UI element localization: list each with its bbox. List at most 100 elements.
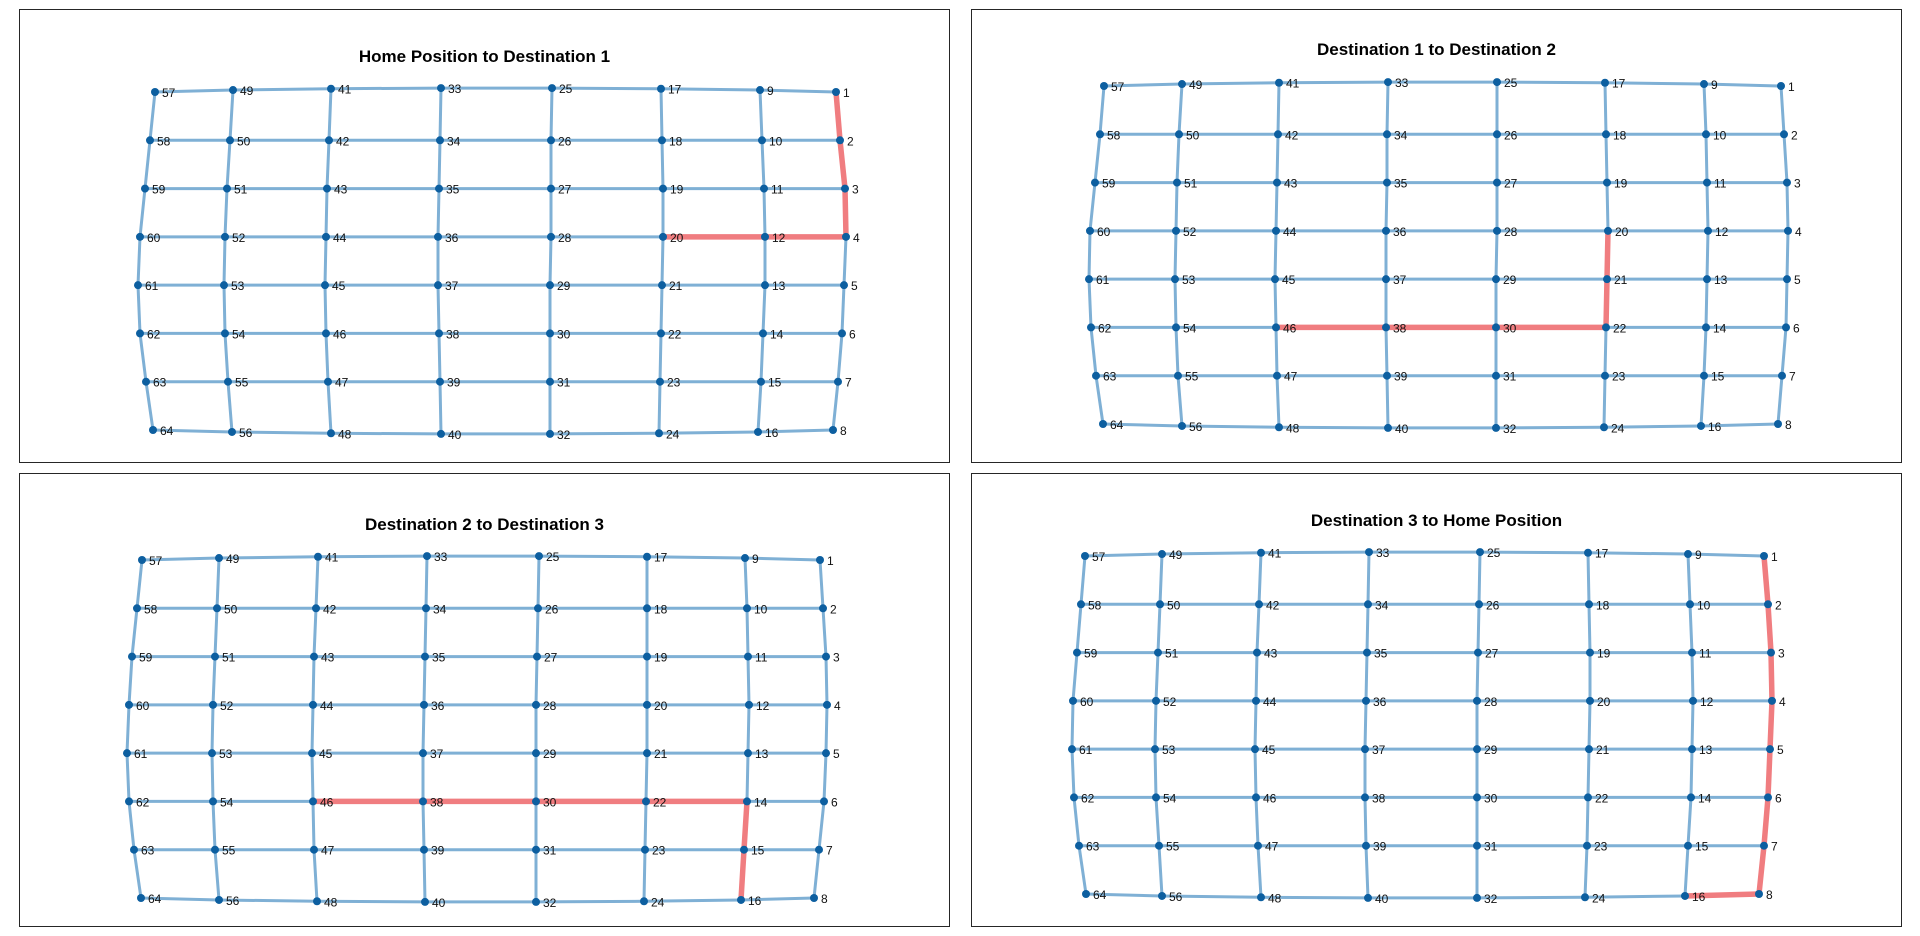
node-label: 52 bbox=[220, 699, 234, 713]
node-label: 19 bbox=[1614, 177, 1628, 191]
node-label: 48 bbox=[324, 895, 338, 909]
node-marker bbox=[1073, 648, 1081, 657]
node-label: 23 bbox=[1594, 840, 1608, 854]
edge bbox=[660, 138, 665, 191]
node-label: 31 bbox=[543, 844, 557, 858]
node-label: 26 bbox=[1486, 598, 1500, 612]
node-label: 58 bbox=[157, 134, 171, 148]
node-label: 5 bbox=[1777, 743, 1784, 757]
edge bbox=[1583, 894, 1687, 899]
edge bbox=[1255, 602, 1261, 655]
node-marker bbox=[1774, 420, 1782, 428]
node-marker bbox=[1603, 275, 1611, 284]
node-marker bbox=[137, 894, 145, 902]
node-marker bbox=[125, 700, 133, 709]
grid-graph: 1234567891011121314151617181920212223242… bbox=[134, 82, 860, 442]
node-marker bbox=[437, 84, 445, 93]
node-marker bbox=[437, 429, 445, 438]
node-label: 19 bbox=[654, 651, 668, 665]
edge bbox=[1101, 422, 1184, 428]
node-marker bbox=[130, 845, 138, 854]
edge bbox=[1079, 554, 1087, 606]
node-label: 62 bbox=[136, 795, 150, 809]
node-label: 24 bbox=[1611, 421, 1625, 435]
node-marker bbox=[1364, 893, 1372, 902]
node-marker bbox=[741, 554, 749, 563]
node-label: 15 bbox=[1711, 370, 1725, 384]
edge bbox=[210, 703, 215, 755]
edge bbox=[1603, 325, 1608, 378]
edge bbox=[310, 703, 315, 755]
edge bbox=[127, 655, 134, 707]
node-label: 3 bbox=[852, 183, 859, 197]
node-marker bbox=[308, 749, 316, 758]
edge bbox=[1154, 651, 1160, 703]
node-label: 30 bbox=[1484, 791, 1498, 805]
node-label: 57 bbox=[1111, 80, 1125, 94]
node-marker bbox=[740, 845, 748, 854]
edge bbox=[1476, 602, 1481, 655]
edge bbox=[1704, 277, 1709, 329]
node-label: 21 bbox=[669, 279, 683, 293]
edge bbox=[1160, 551, 1263, 556]
edge bbox=[658, 331, 663, 384]
node-marker bbox=[1493, 226, 1501, 235]
node-label: 41 bbox=[1286, 77, 1300, 91]
node-marker bbox=[1586, 696, 1594, 705]
node-label: 12 bbox=[1715, 225, 1729, 239]
node-marker bbox=[1271, 275, 1279, 284]
node-marker bbox=[1257, 548, 1265, 557]
edge bbox=[1603, 81, 1706, 86]
edge bbox=[1277, 80, 1390, 85]
edge bbox=[329, 431, 443, 436]
edge bbox=[153, 88, 235, 94]
edge bbox=[1253, 747, 1258, 799]
edge bbox=[125, 751, 131, 803]
edge bbox=[1175, 132, 1181, 185]
node-label: 57 bbox=[1092, 550, 1106, 564]
node-marker bbox=[816, 556, 824, 564]
node-marker bbox=[1252, 793, 1260, 802]
node-label: 3 bbox=[1778, 647, 1785, 661]
node-marker bbox=[1681, 891, 1689, 900]
node-marker bbox=[435, 184, 443, 193]
node-label: 45 bbox=[1282, 273, 1296, 287]
node-label: 19 bbox=[670, 183, 684, 197]
node-label: 44 bbox=[1263, 695, 1277, 709]
node-label: 1 bbox=[827, 554, 834, 568]
node-marker bbox=[1584, 793, 1592, 802]
edge bbox=[1276, 81, 1281, 136]
node-label: 23 bbox=[1612, 370, 1626, 384]
edge bbox=[438, 86, 443, 142]
node-label: 54 bbox=[220, 795, 234, 809]
edge bbox=[326, 380, 333, 435]
edge bbox=[1259, 550, 1371, 555]
node-label: 11 bbox=[755, 651, 768, 665]
node-marker bbox=[1784, 226, 1792, 235]
edge bbox=[1277, 425, 1390, 430]
node-marker bbox=[1764, 793, 1772, 802]
node-label: 57 bbox=[162, 86, 176, 100]
edge bbox=[311, 655, 316, 707]
node-marker bbox=[123, 749, 131, 758]
node-label: 27 bbox=[1485, 647, 1499, 661]
node-label: 6 bbox=[831, 795, 838, 809]
edge bbox=[1156, 602, 1162, 655]
node-marker bbox=[1492, 323, 1500, 332]
node-marker bbox=[834, 377, 842, 386]
node-label: 4 bbox=[834, 699, 841, 713]
node-marker bbox=[1603, 178, 1611, 187]
node-label: 31 bbox=[557, 376, 571, 390]
route-edge bbox=[1767, 698, 1775, 752]
node-marker bbox=[1493, 78, 1501, 87]
node-label: 8 bbox=[1785, 418, 1792, 432]
node-marker bbox=[658, 136, 666, 145]
edge bbox=[760, 138, 766, 191]
edge bbox=[329, 86, 443, 91]
node-marker bbox=[1255, 600, 1263, 609]
node-label: 51 bbox=[1184, 177, 1198, 191]
node-marker bbox=[1689, 696, 1697, 705]
node-marker bbox=[1085, 275, 1093, 284]
node-label: 22 bbox=[1613, 321, 1627, 335]
node-marker bbox=[546, 329, 554, 338]
